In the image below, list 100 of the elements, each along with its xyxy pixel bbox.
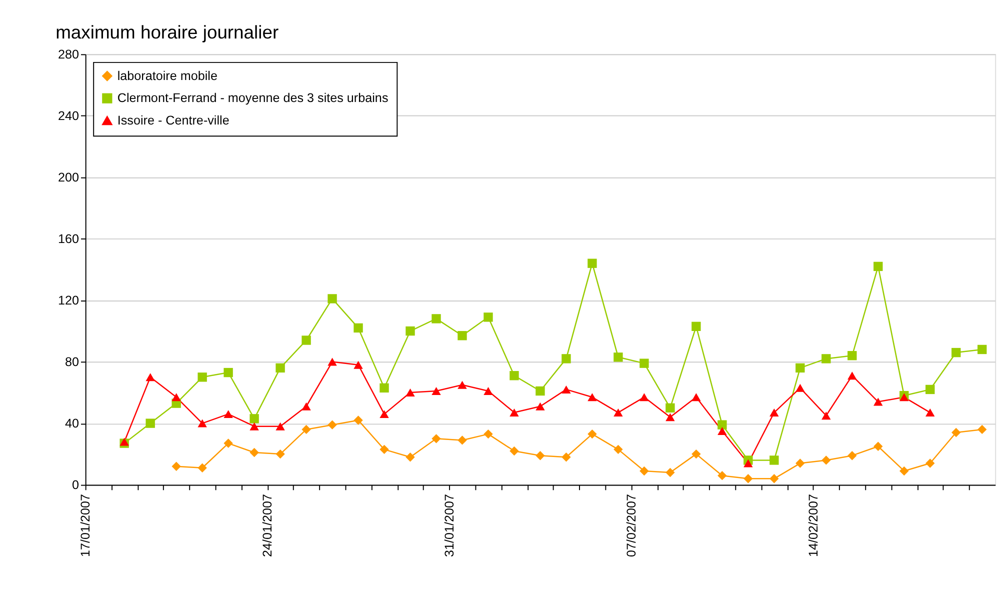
point — [224, 438, 233, 448]
point — [146, 373, 155, 382]
point — [744, 474, 753, 484]
point — [536, 386, 545, 396]
point — [744, 459, 753, 468]
point — [588, 429, 597, 439]
point — [458, 380, 467, 389]
point — [354, 323, 363, 333]
point — [536, 402, 545, 410]
point — [146, 418, 155, 428]
point — [926, 384, 935, 394]
x-tick-label: 31/01/2007 — [442, 494, 457, 558]
y-tick-label: 40 — [65, 416, 80, 431]
point — [874, 262, 883, 272]
point — [796, 363, 805, 373]
y-tick-label: 80 — [65, 355, 80, 370]
point — [432, 314, 441, 324]
point — [354, 416, 363, 425]
point — [952, 428, 961, 438]
point — [250, 414, 259, 424]
point — [510, 446, 519, 456]
y-tick-label: 0 — [72, 478, 80, 492]
point — [510, 371, 519, 380]
x-tick-label: 14/02/2007 — [806, 494, 821, 558]
point — [224, 410, 233, 418]
point — [198, 419, 207, 428]
point — [588, 258, 597, 268]
point — [406, 452, 415, 462]
point — [614, 352, 623, 362]
point — [328, 420, 337, 430]
point — [900, 466, 909, 476]
point — [328, 358, 337, 366]
point — [380, 444, 389, 454]
point — [926, 458, 935, 468]
point — [484, 387, 493, 395]
point — [536, 450, 545, 460]
chart-title: maximum horaire journalier — [56, 22, 279, 43]
point — [302, 424, 311, 434]
point — [406, 326, 415, 336]
point — [848, 450, 857, 460]
point — [796, 458, 805, 468]
point — [458, 436, 467, 445]
legend-label: Issoire - Centre-ville — [117, 114, 230, 128]
x-tick-label: 07/02/2007 — [624, 494, 639, 558]
point — [250, 422, 259, 430]
point — [250, 448, 259, 458]
point — [848, 351, 857, 360]
x-tick-label: 17/01/2007 — [78, 494, 93, 558]
point — [666, 413, 675, 422]
point — [484, 312, 493, 322]
point — [380, 383, 389, 393]
point — [848, 372, 857, 380]
point — [666, 403, 675, 413]
y-tick-label: 280 — [58, 48, 80, 62]
point — [172, 462, 181, 471]
legend-label: Clermont-Ferrand - moyenne des 3 sites urbains — [117, 91, 388, 106]
point — [432, 434, 441, 444]
point — [718, 426, 727, 435]
point — [874, 398, 883, 406]
point — [224, 368, 233, 378]
point — [276, 422, 285, 430]
point — [718, 420, 727, 430]
point — [302, 336, 311, 345]
y-tick-label: 240 — [58, 109, 80, 124]
legend-label: laboratoire mobile — [117, 68, 218, 83]
point — [562, 452, 571, 462]
y-tick-label: 160 — [58, 232, 80, 246]
point — [718, 470, 727, 480]
point — [562, 354, 571, 364]
point — [640, 466, 649, 476]
point — [977, 424, 987, 434]
point — [302, 402, 311, 410]
point — [666, 468, 675, 478]
point — [614, 408, 623, 417]
point — [796, 384, 805, 392]
point — [198, 463, 207, 472]
point — [770, 456, 779, 465]
point — [822, 456, 831, 465]
point — [692, 322, 701, 331]
point — [354, 360, 363, 369]
point — [172, 393, 181, 402]
point — [458, 331, 467, 340]
point — [822, 412, 831, 420]
x-tick-label: 24/01/2007 — [260, 494, 275, 558]
point — [640, 393, 649, 402]
point — [276, 449, 285, 459]
point — [770, 408, 779, 417]
point — [874, 442, 883, 451]
point — [198, 372, 207, 382]
point — [588, 393, 597, 402]
point — [614, 444, 623, 454]
point — [562, 385, 571, 394]
point — [380, 410, 389, 418]
point — [484, 429, 493, 439]
point — [328, 294, 337, 304]
point — [432, 387, 441, 395]
point — [770, 474, 779, 484]
point — [406, 388, 415, 397]
point — [510, 408, 519, 417]
point — [692, 393, 701, 402]
